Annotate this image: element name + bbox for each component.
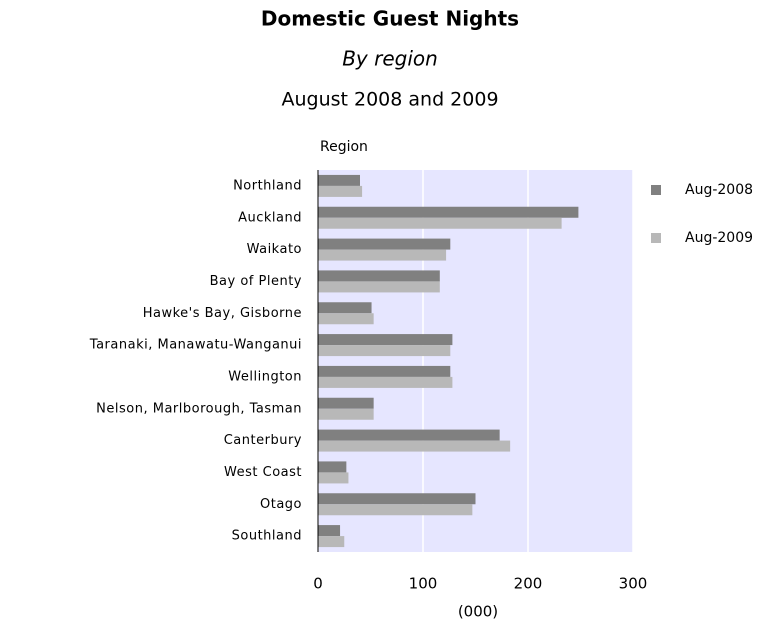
- bar: [318, 461, 347, 473]
- plot-area: [318, 170, 633, 552]
- bar: [318, 493, 476, 505]
- y-tick-label: Taranaki, Manawatu-Wanganui: [89, 338, 302, 353]
- y-tick-label: Canterbury: [224, 433, 302, 448]
- y-tick-label: Wellington: [228, 369, 302, 384]
- legend-swatch: [651, 185, 661, 195]
- chart-title: Domestic Guest Nights: [261, 7, 519, 31]
- legend-swatch: [651, 233, 661, 243]
- y-tick-label: Otago: [260, 497, 302, 512]
- y-tick-label: Bay of Plenty: [210, 274, 302, 289]
- bar: [318, 270, 440, 282]
- bar: [318, 174, 360, 186]
- x-tick-label: 200: [514, 575, 543, 593]
- y-tick-label: Auckland: [238, 210, 302, 225]
- y-tick-label: West Coast: [224, 465, 302, 480]
- bar: [318, 429, 500, 441]
- bar: [318, 238, 451, 250]
- bar: [318, 376, 453, 388]
- bar: [318, 313, 374, 325]
- legend-label: Aug-2008: [685, 182, 753, 198]
- bar: [318, 365, 451, 377]
- bar: [318, 472, 349, 484]
- y-tick-label: Waikato: [247, 242, 302, 257]
- bar: [318, 281, 440, 293]
- bar: [318, 185, 363, 197]
- bar: [318, 536, 345, 548]
- y-axis-label: Region: [320, 139, 368, 155]
- bar: [318, 397, 374, 409]
- bar: [318, 302, 372, 314]
- x-axis-label: (000): [458, 603, 498, 621]
- x-tick-label: 0: [313, 575, 323, 593]
- y-tick-label: Northland: [233, 178, 302, 193]
- chart-subtitle: August 2008 and 2009: [281, 89, 498, 111]
- x-tick-label: 300: [619, 575, 648, 593]
- bar: [318, 334, 453, 346]
- bar: [318, 217, 562, 229]
- bar: [318, 408, 374, 420]
- bar: [318, 206, 579, 218]
- bar: [318, 440, 511, 452]
- chart-subtitle: By region: [342, 47, 438, 71]
- bar: [318, 249, 447, 261]
- y-tick-label: Nelson, Marlborough, Tasman: [96, 401, 302, 416]
- y-tick-label: Hawke's Bay, Gisborne: [143, 306, 302, 321]
- legend-label: Aug-2009: [685, 230, 753, 246]
- bar: [318, 504, 473, 516]
- y-tick-label: Southland: [232, 529, 302, 544]
- bar: [318, 525, 341, 537]
- bar: [318, 345, 451, 357]
- x-tick-label: 100: [409, 575, 438, 593]
